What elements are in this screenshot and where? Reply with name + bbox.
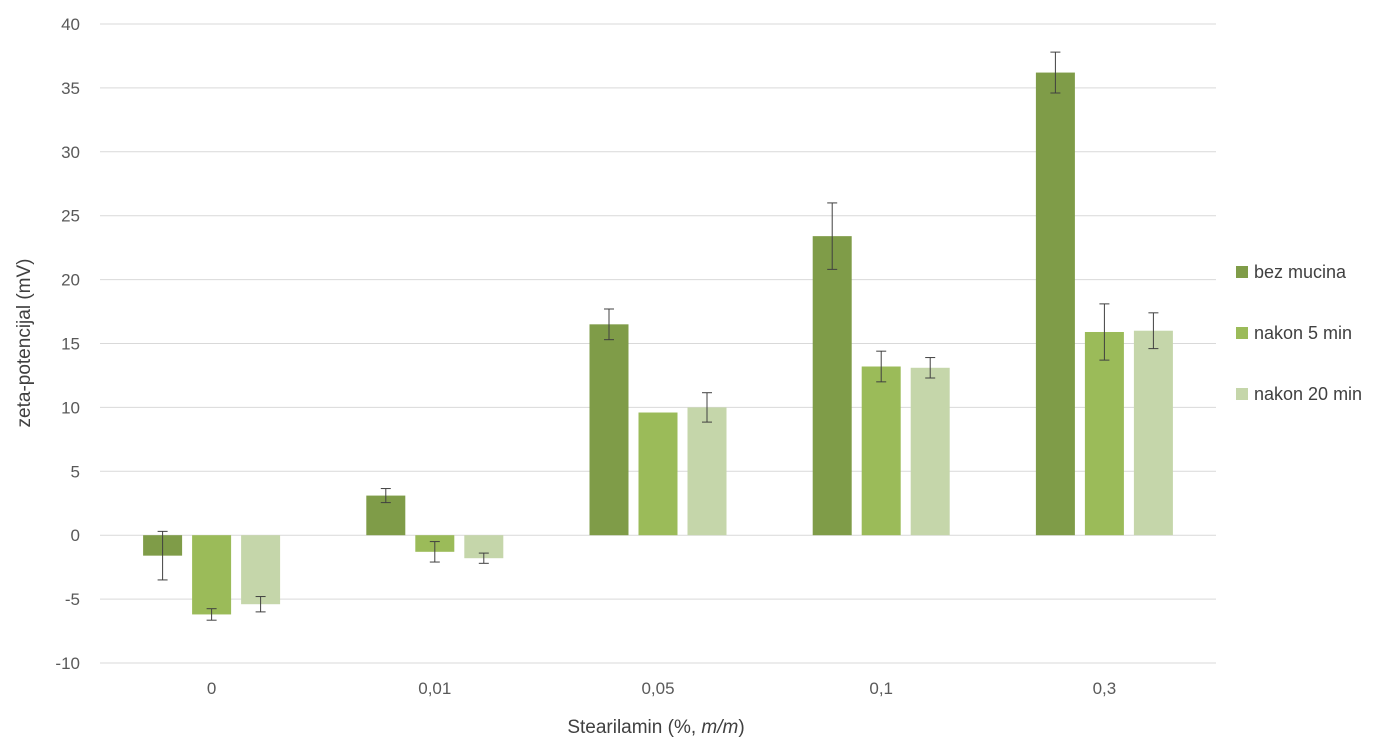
bar bbox=[192, 535, 232, 615]
x-tick-label: 0 bbox=[207, 679, 216, 698]
bar bbox=[812, 236, 852, 536]
y-tick-label: 25 bbox=[61, 207, 80, 226]
x-tick-label: 0,01 bbox=[418, 679, 451, 698]
bar bbox=[687, 407, 727, 536]
bar bbox=[910, 367, 950, 536]
bars bbox=[143, 72, 1173, 615]
x-axis-title: Stearilamin (%, m/m) bbox=[567, 717, 744, 738]
x-axis-title-prefix: Stearilamin (%, bbox=[567, 717, 701, 738]
y-tick-label: 15 bbox=[61, 335, 80, 354]
x-axis-title-italic: m/m bbox=[701, 717, 738, 738]
legend-label: nakon 20 min bbox=[1254, 384, 1362, 404]
bar bbox=[1133, 330, 1173, 536]
x-tick-label: 0,3 bbox=[1093, 679, 1117, 698]
bar bbox=[464, 535, 504, 559]
bar bbox=[1035, 72, 1075, 536]
legend-swatch bbox=[1236, 266, 1248, 278]
y-tick-label: 20 bbox=[61, 271, 80, 290]
y-axis-title: zeta-potencijal (mV) bbox=[14, 259, 35, 428]
y-tick-label: 10 bbox=[61, 398, 80, 417]
y-tick-label: -10 bbox=[55, 654, 80, 673]
error-bars bbox=[157, 51, 1159, 621]
bar bbox=[241, 535, 281, 605]
gridlines bbox=[100, 23, 1216, 664]
y-tick-label: 0 bbox=[71, 526, 80, 545]
x-axis-title-suffix: ) bbox=[738, 717, 744, 738]
bar bbox=[638, 412, 678, 536]
y-tick-label: 40 bbox=[61, 15, 80, 34]
bar bbox=[861, 366, 901, 536]
legend: bez mucina nakon 5 min nakon 20 min bbox=[1236, 262, 1362, 404]
legend-label: nakon 5 min bbox=[1254, 323, 1352, 343]
y-tick-label: 30 bbox=[61, 143, 80, 162]
bar bbox=[1084, 331, 1124, 536]
y-axis-ticks: -10 -5 0 5 10 15 20 25 30 35 40 bbox=[55, 15, 80, 673]
legend-swatch bbox=[1236, 327, 1248, 339]
x-tick-label: 0,05 bbox=[641, 679, 674, 698]
legend-label: bez mucina bbox=[1254, 262, 1347, 282]
legend-swatch bbox=[1236, 388, 1248, 400]
y-tick-label: -5 bbox=[65, 590, 80, 609]
x-tick-label: 0,1 bbox=[869, 679, 893, 698]
x-axis-ticks: 0 0,01 0,05 0,1 0,3 bbox=[207, 679, 1116, 698]
y-tick-label: 5 bbox=[71, 462, 80, 481]
bar bbox=[589, 324, 629, 536]
y-tick-label: 35 bbox=[61, 79, 80, 98]
